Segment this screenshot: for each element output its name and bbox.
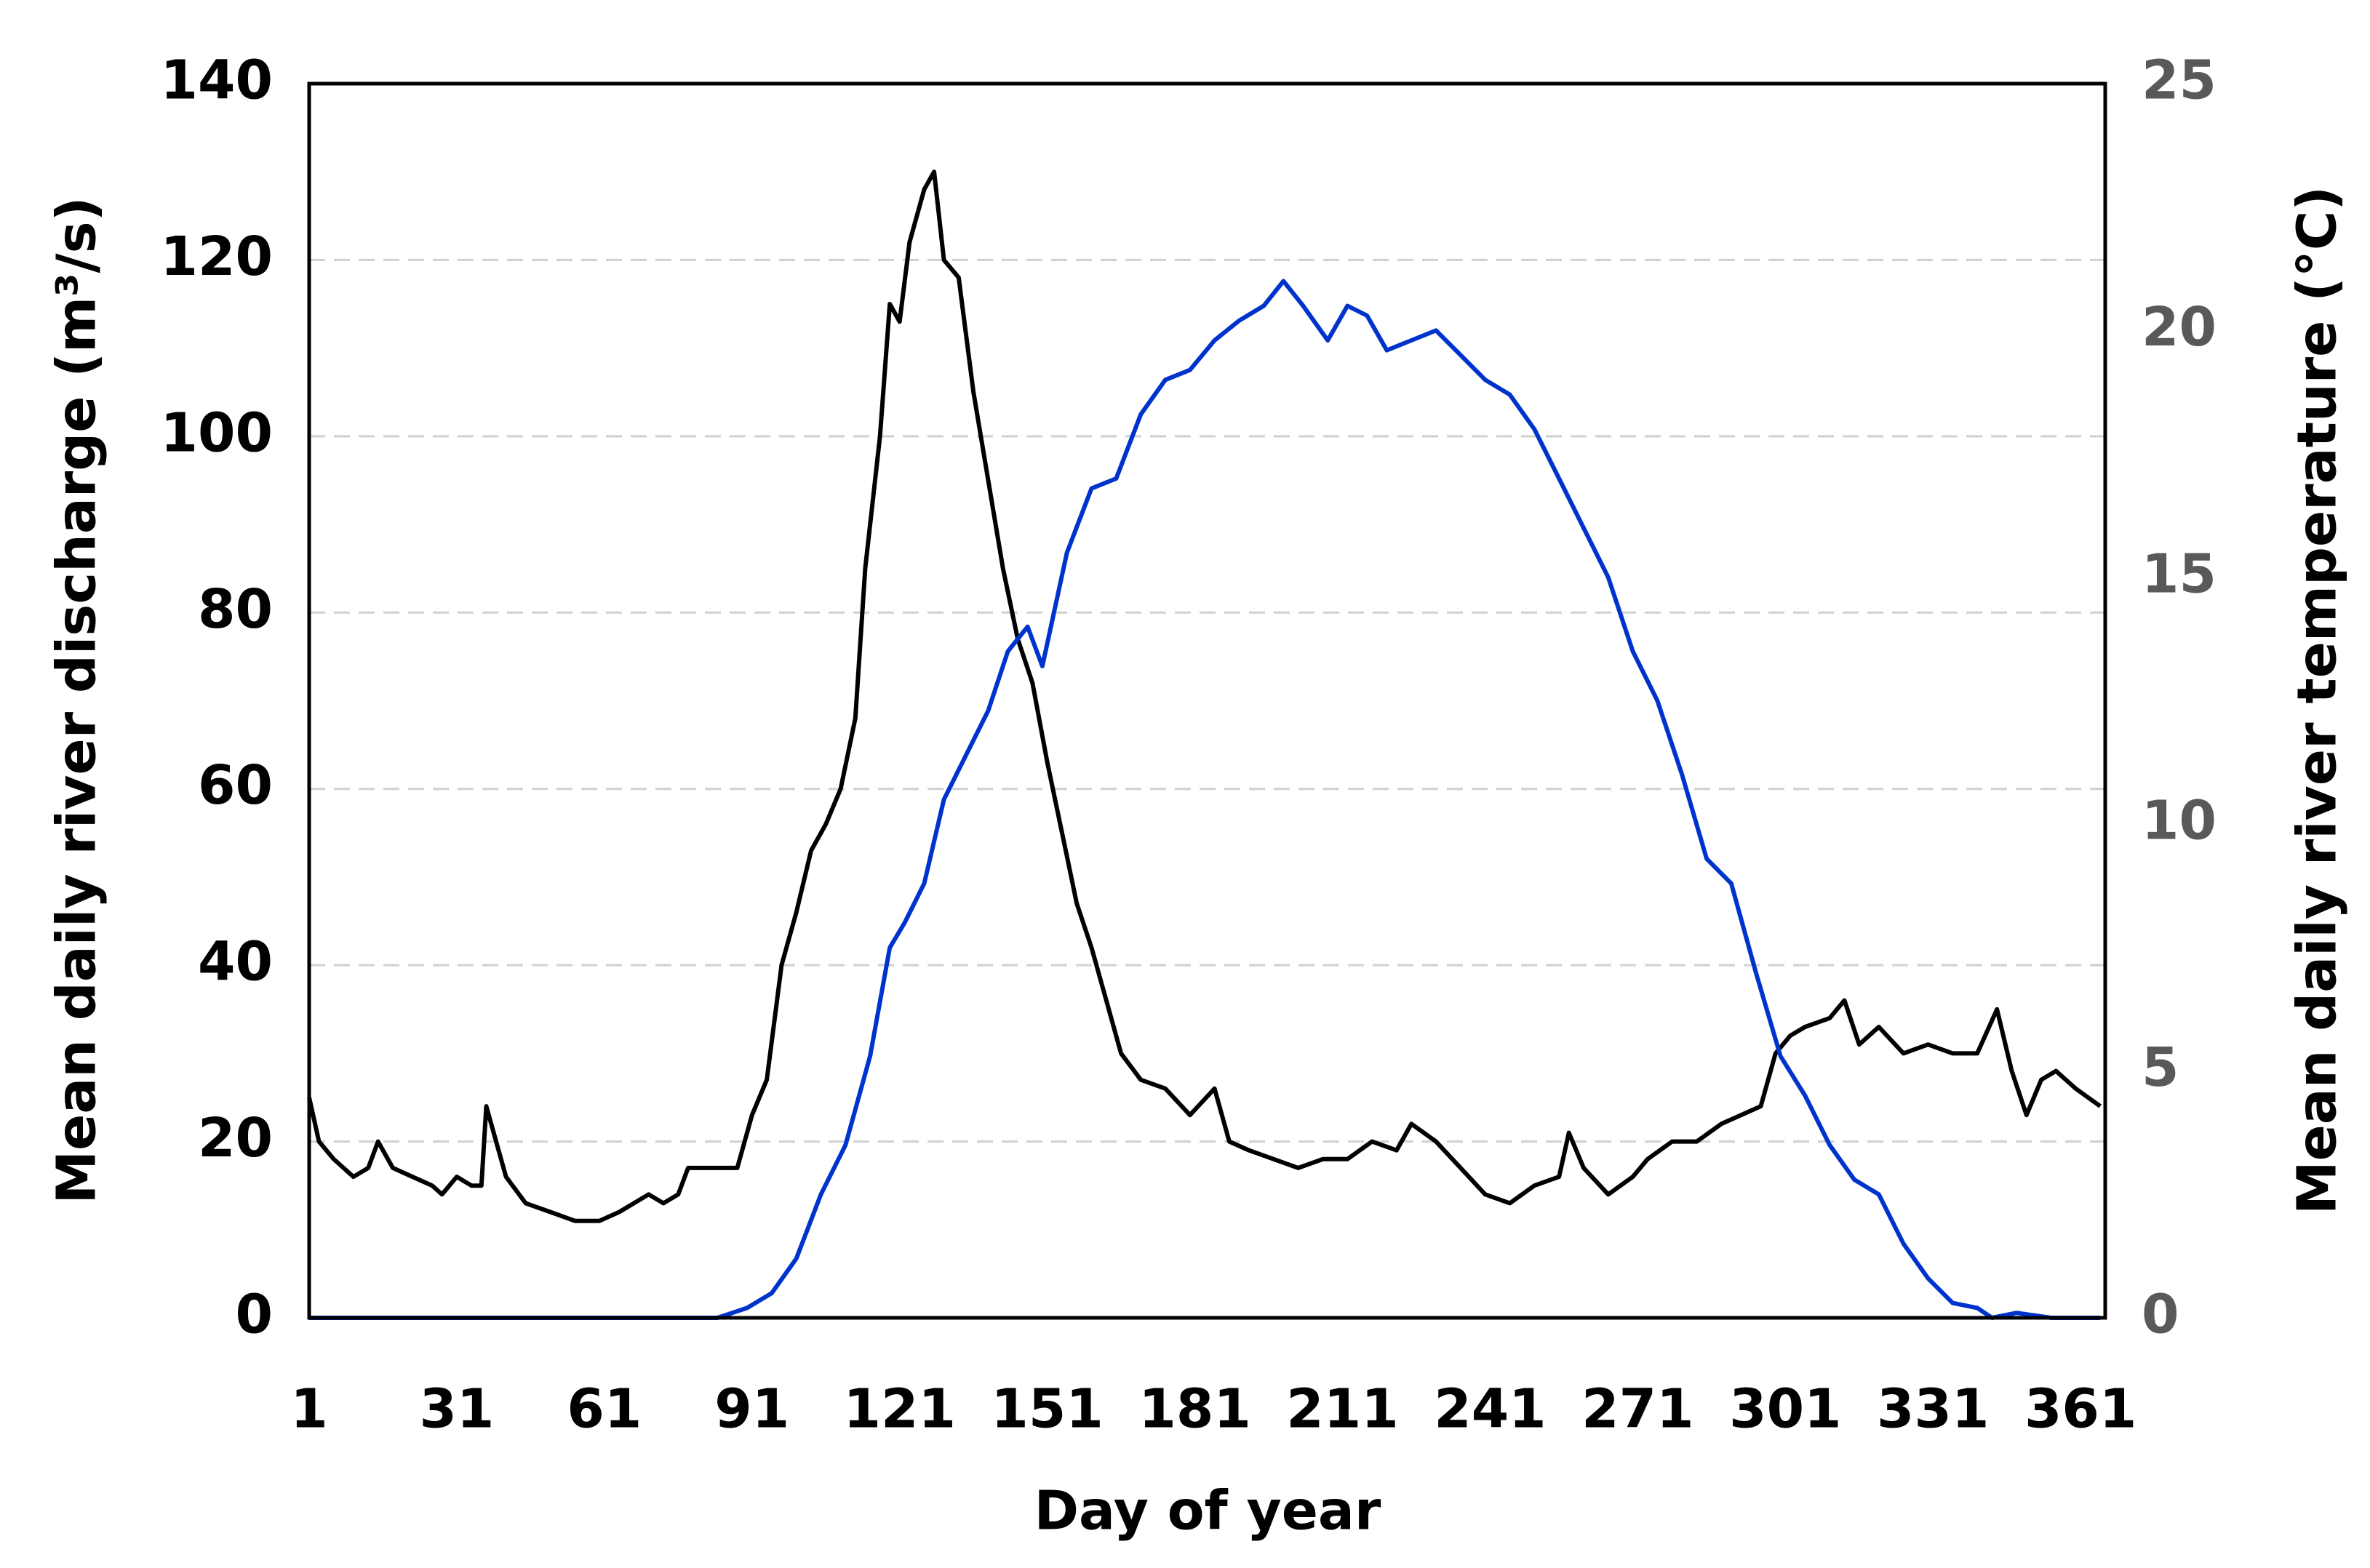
- y2-axis-title: Mean daily river temperature (°C): [2286, 186, 2349, 1215]
- y2-tick-label: 15: [2142, 543, 2217, 605]
- x-tick-label: 151: [991, 1378, 1103, 1441]
- y-tick-label: 20: [198, 1107, 273, 1169]
- x-tick-label: 121: [843, 1378, 955, 1441]
- y2-tick-label: 20: [2142, 296, 2217, 359]
- x-axis-title: Day of year: [1034, 1480, 1381, 1543]
- data-line: [307, 169, 2102, 1223]
- y-tick-label: 120: [161, 225, 273, 288]
- y-tick-label: 60: [198, 754, 273, 817]
- x-tick-label: 331: [1877, 1378, 1989, 1441]
- y-axis-title: Mean daily river discharge (m³/s): [46, 197, 108, 1204]
- x-tick-label: 91: [714, 1378, 789, 1441]
- x-tick-label: 181: [1138, 1378, 1250, 1441]
- x-tick-label: 1: [290, 1378, 328, 1441]
- y2-tick-label: 0: [2142, 1284, 2179, 1346]
- plot-frame: [307, 81, 2107, 1320]
- x-tick-label: 271: [1581, 1378, 1693, 1441]
- x-tick-label: 361: [2024, 1378, 2136, 1441]
- y-tick-label: 140: [161, 49, 273, 112]
- y2-tick-label: 25: [2142, 49, 2217, 112]
- x-tick-label: 301: [1729, 1378, 1841, 1441]
- y-tick-label: 80: [198, 578, 273, 641]
- x-tick-label: 31: [419, 1378, 494, 1441]
- y-tick-label: 40: [198, 931, 273, 993]
- x-tick-label: 61: [567, 1378, 642, 1441]
- y-tick-label: 0: [236, 1284, 274, 1346]
- x-tick-label: 241: [1434, 1378, 1546, 1441]
- y-tick-label: 100: [161, 401, 273, 464]
- y2-tick-label: 10: [2142, 790, 2217, 852]
- data-line: [309, 279, 2101, 1320]
- x-tick-label: 211: [1286, 1378, 1398, 1441]
- y2-tick-label: 5: [2142, 1036, 2179, 1099]
